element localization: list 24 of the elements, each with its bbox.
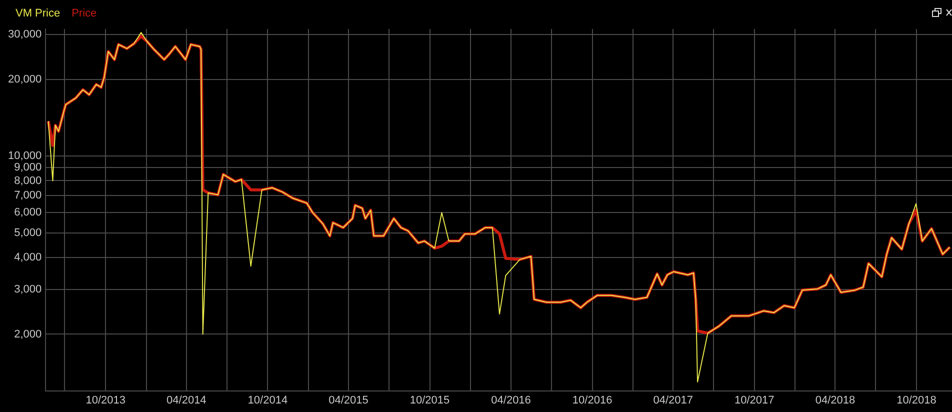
x-tick-label: 04/2014 — [166, 394, 206, 406]
text: Price — [72, 8, 97, 20]
y-tick-label: 6,000 — [14, 206, 42, 219]
x-tick-label: 10/2018 — [896, 394, 936, 406]
y-tick-label: 10,000 — [8, 150, 42, 162]
x-tick-label: 04/2017 — [653, 394, 694, 406]
y-tick-label: 8,000 — [14, 174, 42, 187]
y-tick-label: 30,000 — [8, 28, 42, 40]
x-tick-label: 04/2016 — [491, 394, 531, 406]
x-tick-label: 10/2015 — [410, 394, 450, 406]
text: VM Price — [16, 8, 60, 20]
x-tick-label: 10/2014 — [248, 394, 288, 406]
y-tick-label: 5,000 — [14, 226, 42, 239]
x-tick-label: 10/2017 — [734, 394, 774, 406]
x-tick-label: 04/2018 — [815, 394, 856, 406]
x-tick-label: 04/2015 — [328, 394, 368, 406]
x-tick-label: 10/2013 — [86, 394, 126, 406]
y-tick-label: 20,000 — [8, 73, 42, 86]
y-tick-label: 4,000 — [14, 252, 42, 264]
y-tick-label: 7,000 — [14, 190, 42, 202]
x-tick-label: 10/2016 — [572, 394, 612, 406]
y-tick-label: 3,000 — [14, 283, 42, 296]
y-tick-label: 9,000 — [14, 162, 42, 174]
y-tick-label: 2,000 — [14, 328, 42, 340]
